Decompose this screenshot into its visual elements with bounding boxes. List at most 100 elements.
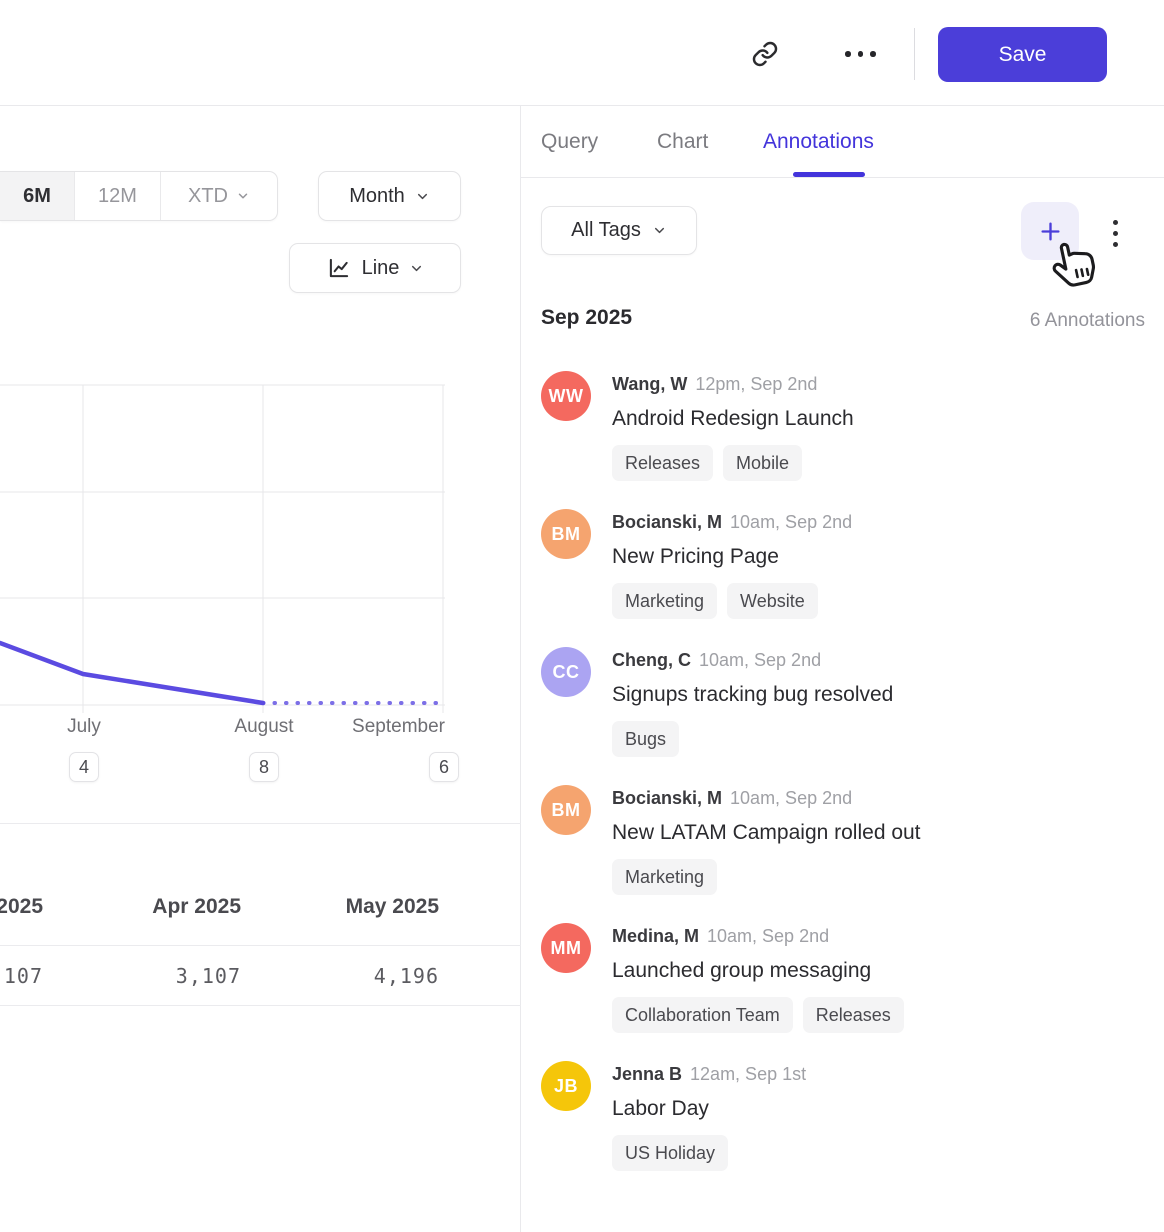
table-value-col2: 4,196 [373, 964, 439, 988]
tab-chart[interactable]: Chart [657, 130, 709, 153]
annotation-item[interactable]: CC Cheng, C 10am, Sep 2nd Signups trackin… [541, 647, 1150, 757]
chevron-down-icon [417, 193, 427, 199]
annotation-tag[interactable]: Collaboration Team [612, 997, 793, 1033]
annotation-count-badge-august[interactable]: 8 [249, 752, 279, 782]
chevron-down-icon [412, 265, 422, 271]
annotation-title: New LATAM Campaign rolled out [612, 821, 921, 844]
annotation-author: Bocianski, M [612, 788, 723, 808]
range-option-xtd[interactable]: XTD [160, 172, 277, 220]
save-button[interactable]: Save [938, 27, 1107, 82]
annotation-timestamp: 12pm, Sep 2nd [695, 374, 818, 394]
tag-filter-label: All Tags [571, 219, 641, 241]
annotation-tags: Collaboration Team Releases [612, 997, 904, 1033]
avatar-initials: JB [553, 1075, 578, 1096]
annotation-tag[interactable]: Marketing [612, 859, 718, 895]
top-header: Save [0, 0, 1164, 106]
annotation-body: Medina, M 10am, Sep 2nd Launched group me… [612, 923, 904, 1033]
annotation-timestamp: 10am, Sep 2nd [730, 512, 853, 532]
table-value-col1: 3,107 [175, 964, 241, 988]
active-tab-indicator [793, 172, 865, 177]
granularity-dropdown[interactable]: Month [318, 171, 461, 221]
annotation-author: Cheng, C [612, 650, 691, 670]
annotation-author: Bocianski, M [612, 512, 723, 532]
chart-type-dropdown[interactable]: Line [289, 243, 461, 293]
annotation-tag[interactable]: Bugs [612, 721, 680, 757]
avatar-initials: WW [548, 385, 584, 406]
annotation-item[interactable]: MM Medina, M 10am, Sep 2nd Launched group… [541, 923, 1150, 1033]
annotation-tags: Bugs [612, 721, 893, 757]
avatar-initials: BM [551, 523, 581, 544]
range-option-xtd-label: XTD [188, 184, 228, 207]
annotation-header: Jenna B 12am, Sep 1st [612, 1061, 806, 1087]
x-tick-september: September [352, 716, 445, 737]
annotation-item[interactable]: BM Bocianski, M 10am, Sep 2nd New Pricing… [541, 509, 1150, 619]
annotation-header: Wang, W 12pm, Sep 2nd [612, 371, 854, 397]
chart-series-actual [0, 640, 266, 706]
more-options-icon[interactable] [845, 51, 876, 57]
add-annotation-button[interactable] [1021, 202, 1079, 260]
chart-gridlines [0, 384, 445, 713]
date-range-selector: 6M 12M XTD [0, 171, 278, 221]
annotation-title: Labor Day [612, 1097, 709, 1120]
annotation-author: Wang, W [612, 374, 688, 394]
annotation-body: Bocianski, M 10am, Sep 2nd New LATAM Camp… [612, 785, 921, 895]
table-border [0, 1005, 521, 1006]
table-header-col2: May 2025 [345, 895, 439, 918]
line-chart[interactable] [0, 106, 521, 746]
annotation-body: Bocianski, M 10am, Sep 2nd New Pricing Pa… [612, 509, 852, 619]
chart-type-label: Line [361, 256, 400, 279]
annotation-tag[interactable]: Releases [612, 445, 714, 481]
annotation-header: Medina, M 10am, Sep 2nd [612, 923, 904, 949]
annotation-item[interactable]: WW Wang, W 12pm, Sep 2nd Android Redesign… [541, 371, 1150, 481]
annotations-panel: Query Chart Annotations All Tags Sep 202… [521, 106, 1164, 1232]
annotation-tag[interactable]: Website [727, 583, 818, 619]
table-header-col0: 2025 [0, 895, 43, 918]
annotation-header: Cheng, C 10am, Sep 2nd [612, 647, 893, 673]
annotation-header: Bocianski, M 10am, Sep 2nd [612, 509, 852, 535]
granularity-label: Month [349, 184, 405, 207]
range-option-6m[interactable]: 6M [0, 172, 74, 220]
x-tick-july: July [67, 716, 101, 737]
chevron-down-icon [238, 193, 248, 199]
plus-icon [1040, 221, 1060, 241]
annotations-list: WW Wang, W 12pm, Sep 2nd Android Redesign… [541, 371, 1150, 1171]
avatar: CC [541, 647, 591, 697]
table-border [0, 945, 521, 946]
annotation-tags: Marketing Website [612, 583, 852, 619]
annotations-section-title: Sep 2025 [541, 306, 633, 329]
avatar: BM [541, 785, 591, 835]
annotation-timestamp: 12am, Sep 1st [690, 1064, 807, 1084]
tab-query[interactable]: Query [541, 130, 599, 153]
chart-panel: 6M 12M XTD Month Line July August Sept [0, 106, 521, 1232]
range-option-12m[interactable]: 12M [74, 172, 160, 220]
annotation-body: Wang, W 12pm, Sep 2nd Android Redesign La… [612, 371, 854, 481]
annotation-timestamp: 10am, Sep 2nd [730, 788, 853, 808]
annotation-timestamp: 10am, Sep 2nd [707, 926, 830, 946]
tab-annotations[interactable]: Annotations [763, 130, 874, 153]
annotation-body: Cheng, C 10am, Sep 2nd Signups tracking b… [612, 647, 893, 757]
annotation-tags: Releases Mobile [612, 445, 854, 481]
tag-filter-dropdown[interactable]: All Tags [541, 206, 697, 255]
annotation-tag[interactable]: US Holiday [612, 1135, 729, 1171]
annotation-count-badge-july[interactable]: 4 [69, 752, 99, 782]
line-chart-icon [329, 258, 348, 278]
annotation-item[interactable]: BM Bocianski, M 10am, Sep 2nd New LATAM C… [541, 785, 1150, 895]
annotations-menu-button[interactable] [1102, 213, 1128, 253]
annotation-tag[interactable]: Releases [802, 997, 904, 1033]
annotation-author: Medina, M [612, 926, 700, 946]
annotation-tag[interactable]: Mobile [723, 445, 803, 481]
annotation-tag[interactable]: Marketing [612, 583, 718, 619]
header-divider [914, 28, 915, 80]
annotation-title: Android Redesign Launch [612, 407, 854, 430]
annotation-item[interactable]: JB Jenna B 12am, Sep 1st Labor Day US Hol… [541, 1061, 1150, 1171]
annotation-tags: Marketing [612, 859, 921, 895]
table-value-col0: 107 [3, 964, 43, 988]
table-header-col1: Apr 2025 [152, 895, 241, 918]
avatar: MM [541, 923, 591, 973]
annotations-count: 6 Annotations [1029, 310, 1145, 331]
annotation-title: Signups tracking bug resolved [612, 683, 894, 706]
annotation-count-badge-september[interactable]: 6 [429, 752, 459, 782]
avatar-initials: CC [552, 661, 580, 682]
annotation-timestamp: 10am, Sep 2nd [699, 650, 822, 670]
share-link-icon[interactable] [751, 40, 779, 68]
